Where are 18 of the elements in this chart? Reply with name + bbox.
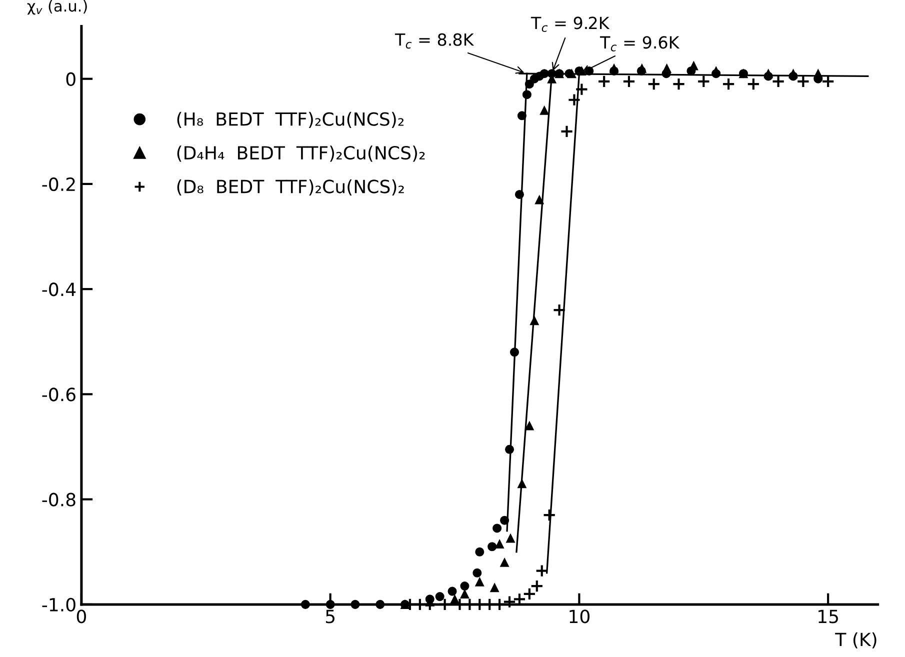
annotation: T$_{c}$ = 9.2K: [530, 16, 610, 32]
y-tick-label: -0.6: [42, 388, 76, 402]
x-tick-label: 0: [76, 610, 86, 624]
annotation: T$_{c}$ = 8.8K: [394, 33, 474, 49]
legend-label: (D₈ BEDT TTF)₂Cu(NCS)₂: [177, 179, 404, 196]
x-tick-label: 10: [570, 610, 590, 624]
y-tick-label: 0: [66, 72, 76, 86]
annotation: T$_{c}$ = 9.6K: [600, 36, 680, 52]
legend-label: (D₄H₄ BEDT TTF)₂Cu(NCS)₂: [177, 146, 425, 162]
legend-label: (H₈ BEDT TTF)₂Cu(NCS)₂: [177, 112, 404, 128]
y-tick-label: -1.0: [42, 598, 76, 612]
x-tick-label: 15: [818, 610, 838, 624]
x-axis-title: T (K): [835, 632, 876, 648]
y-axis-title: χ$_{v}$ (a.u.): [27, 0, 87, 15]
y-tick-label: -0.4: [42, 282, 76, 296]
y-tick-label: -0.8: [42, 492, 76, 506]
x-tick-label: 5: [326, 610, 334, 624]
y-tick-label: -0.2: [42, 177, 75, 192]
